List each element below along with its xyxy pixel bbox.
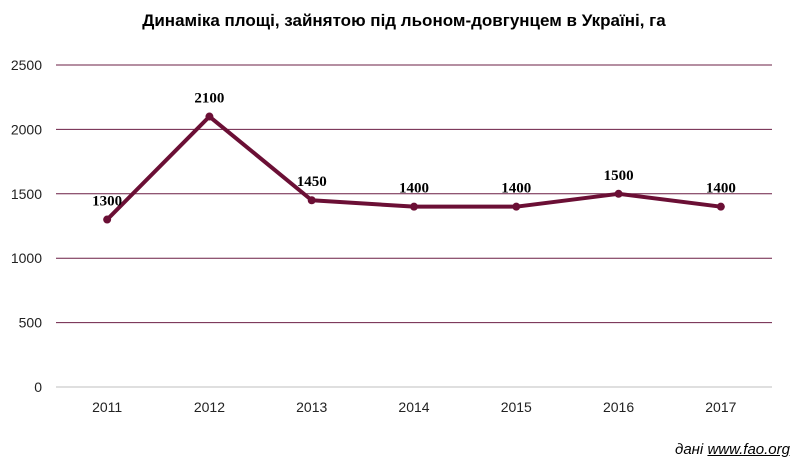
data-label: 1400 <box>399 181 429 197</box>
data-point <box>716 202 725 211</box>
data-point <box>205 112 214 121</box>
data-label: 1450 <box>297 174 327 190</box>
data-label: 1500 <box>604 168 634 184</box>
data-label: 1300 <box>92 194 122 210</box>
y-tick-label: 0 <box>34 379 42 395</box>
x-tick-label: 2017 <box>705 399 736 415</box>
y-tick-label: 500 <box>19 315 43 331</box>
y-tick-label: 1500 <box>11 186 42 202</box>
x-tick-label: 2012 <box>194 399 225 415</box>
data-point <box>103 215 112 224</box>
y-tick-label: 2500 <box>11 57 42 73</box>
gridlines <box>56 64 772 388</box>
x-tick-label: 2015 <box>501 399 532 415</box>
data-label: 1400 <box>706 181 736 197</box>
source-link[interactable]: www.fao.org <box>707 441 790 458</box>
data-point <box>307 196 316 205</box>
data-points <box>103 112 725 224</box>
source-prefix: дані <box>675 441 704 458</box>
y-tick-label: 1000 <box>11 250 42 266</box>
data-point <box>512 202 521 211</box>
data-label: 2100 <box>194 91 224 107</box>
x-tick-label: 2016 <box>603 399 634 415</box>
data-labels: 1300 2100 1450 1400 1400 1500 1400 <box>92 91 736 210</box>
source-note: дані www.fao.org <box>675 441 790 458</box>
y-tick-label: 2000 <box>11 121 42 137</box>
x-tick-label: 2013 <box>296 399 327 415</box>
x-axis-ticks: 2011 2012 2013 2014 2015 2016 2017 <box>92 399 737 415</box>
y-axis-ticks: 0 500 1000 1500 2000 2500 <box>11 57 42 395</box>
x-tick-label: 2014 <box>398 399 429 415</box>
chart-title: Динаміка площі, зайнятою під льоном-довг… <box>142 11 666 30</box>
data-label: 1400 <box>501 181 531 197</box>
data-point <box>410 202 418 211</box>
data-point <box>614 189 623 198</box>
x-tick-label: 2011 <box>92 399 122 415</box>
